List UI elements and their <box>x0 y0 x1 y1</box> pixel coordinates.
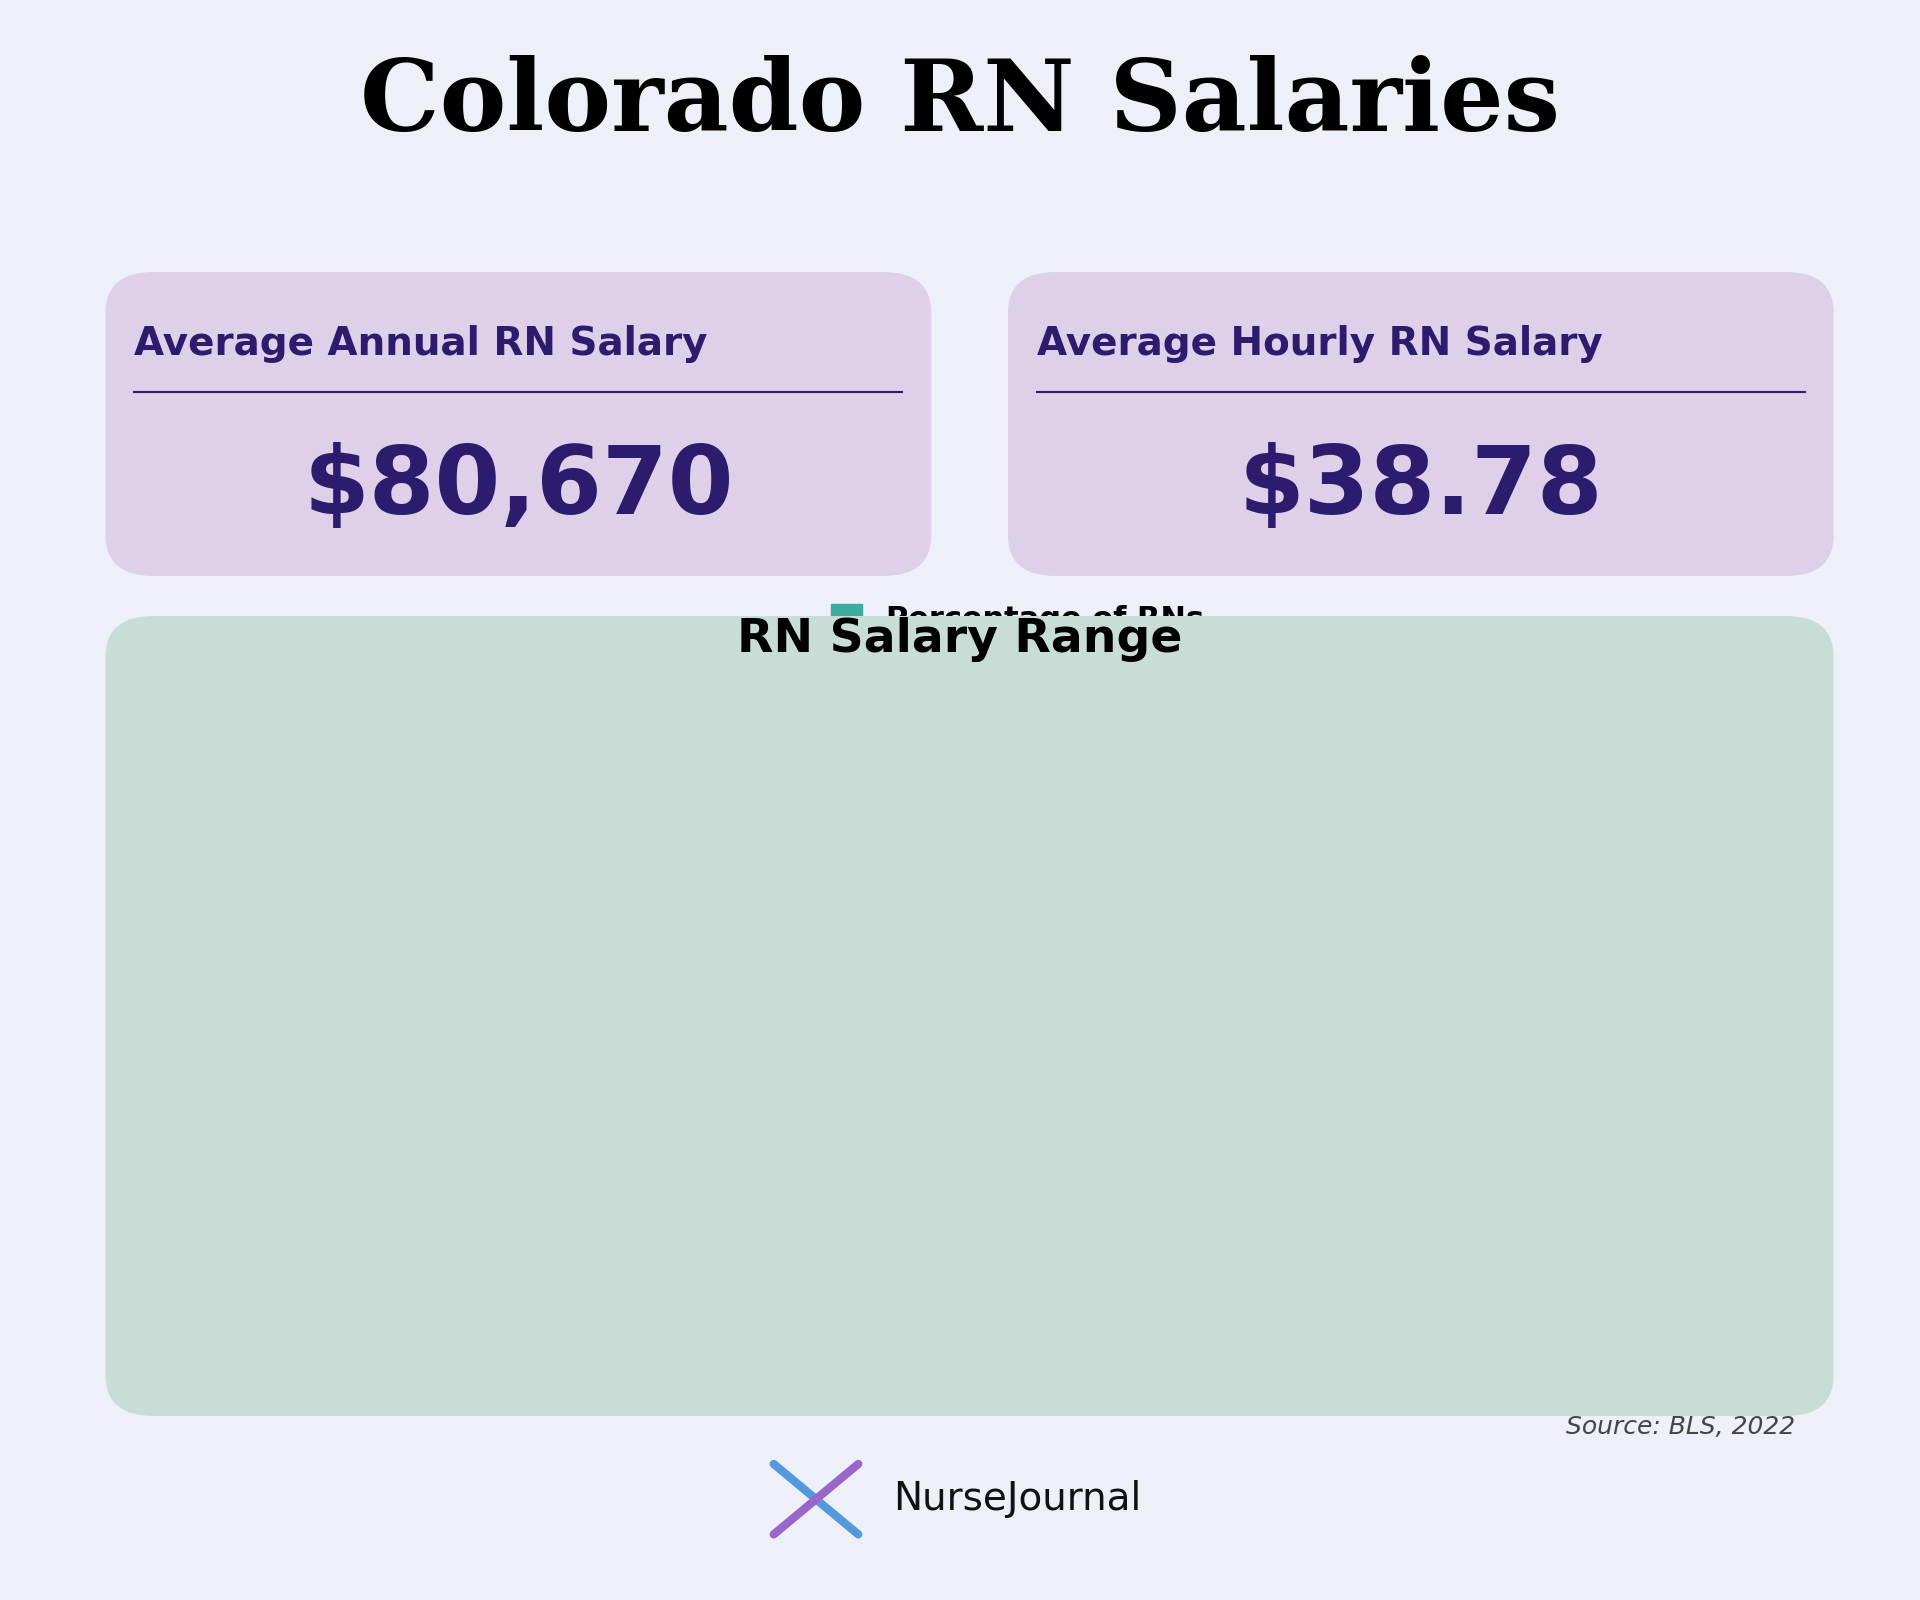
Text: NurseJournal: NurseJournal <box>893 1480 1140 1518</box>
Text: Average Hourly RN Salary: Average Hourly RN Salary <box>1037 325 1603 363</box>
Bar <box>1238 1058 1404 1315</box>
Text: Colorado RN Salaries: Colorado RN Salaries <box>361 56 1559 152</box>
Text: Average Annual RN Salary: Average Annual RN Salary <box>134 325 708 363</box>
Legend: Percentage of RNs: Percentage of RNs <box>818 592 1217 646</box>
Text: RN Salary Range: RN Salary Range <box>737 618 1183 662</box>
Text: Source: BLS, 2022: Source: BLS, 2022 <box>1567 1414 1795 1440</box>
Bar <box>328 1211 493 1315</box>
Text: $80,670: $80,670 <box>303 442 733 534</box>
Bar <box>935 798 1100 1315</box>
Bar <box>632 1058 797 1315</box>
Text: $38.78: $38.78 <box>1238 442 1603 534</box>
Bar <box>1542 1211 1707 1315</box>
